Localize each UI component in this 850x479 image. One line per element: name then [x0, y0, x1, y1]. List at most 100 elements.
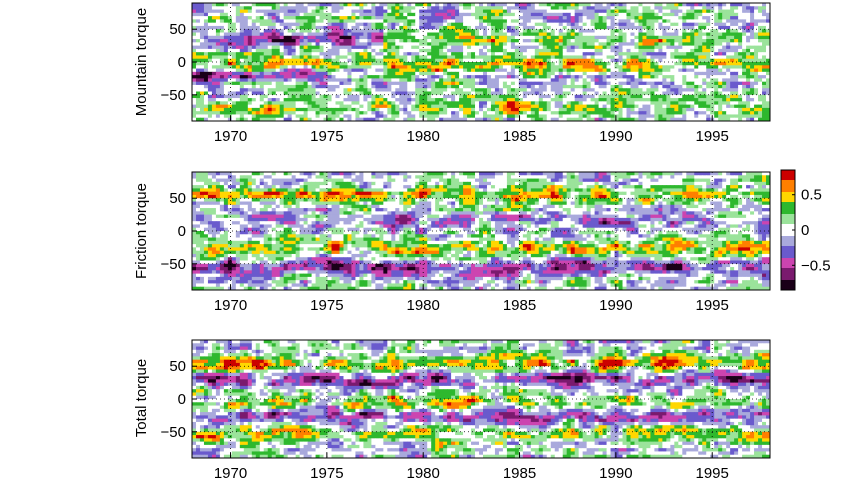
heatmap-cell: [714, 32, 719, 37]
heatmap-cell: [467, 58, 472, 63]
heatmap-cell: [427, 12, 432, 17]
heatmap-cell: [686, 71, 691, 76]
heatmap-cell: [351, 16, 356, 20]
heatmap-cell: [379, 91, 384, 96]
heatmap-cell: [231, 25, 237, 30]
heatmap-cell: [407, 78, 412, 83]
heatmap-cell: [271, 16, 277, 20]
heatmap-cell: [347, 71, 352, 76]
heatmap-cell: [311, 101, 316, 106]
heatmap-cell: [486, 29, 492, 33]
heatmap-cell: [538, 88, 544, 92]
heatmap-cell: [554, 6, 560, 10]
heatmap-cell: [494, 35, 500, 40]
heatmap-cell: [451, 62, 456, 66]
heatmap-cell: [439, 101, 444, 106]
heatmap-cell: [407, 39, 412, 43]
heatmap-cell: [195, 84, 201, 89]
heatmap-cell: [247, 91, 253, 96]
heatmap-cell: [578, 9, 584, 14]
heatmap-cell: [634, 55, 639, 60]
heatmap-cell: [562, 84, 568, 89]
heatmap-cell: [678, 9, 683, 14]
heatmap-cell: [227, 104, 233, 109]
heatmap-cell: [299, 65, 305, 69]
heatmap-cell: [367, 104, 372, 109]
heatmap-cell: [606, 81, 611, 86]
heatmap-cell: [694, 39, 699, 43]
heatmap-cell: [427, 22, 432, 27]
heatmap-cell: [231, 9, 237, 14]
heatmap-cell: [642, 22, 647, 27]
heatmap-cell: [686, 19, 691, 24]
heatmap-cell: [766, 104, 770, 109]
heatmap-cell: [323, 111, 328, 115]
heatmap-cell: [538, 71, 544, 76]
heatmap-cell: [706, 19, 711, 24]
heatmap-cell: [283, 6, 289, 10]
heatmap-cell: [407, 48, 412, 53]
heatmap-cell: [283, 9, 289, 14]
heatmap-cell: [670, 3, 675, 7]
heatmap-cell: [638, 22, 643, 27]
heatmap-cell: [443, 25, 448, 30]
heatmap-cell: [590, 71, 596, 76]
heatmap-cell: [419, 78, 424, 83]
heatmap-cell: [435, 75, 440, 79]
heatmap-cell: [702, 25, 707, 30]
heatmap-cell: [762, 75, 767, 79]
heatmap-cell: [650, 101, 655, 106]
heatmap-cell: [391, 91, 396, 96]
heatmap-cell: [331, 39, 336, 43]
heatmap-cell: [287, 39, 293, 43]
heatmap-cell: [327, 48, 332, 53]
heatmap-cell: [730, 111, 735, 115]
heatmap-cell: [710, 39, 715, 43]
heatmap-cell: [710, 107, 715, 112]
heatmap-cell: [766, 58, 770, 63]
heatmap-cell: [475, 78, 480, 83]
heatmap-cell: [586, 78, 592, 83]
heatmap-cell: [486, 25, 492, 30]
heatmap-cell: [447, 58, 452, 63]
heatmap-cell: [566, 65, 572, 69]
heatmap-cell: [742, 101, 747, 106]
heatmap-cell: [475, 9, 480, 14]
heatmap-cell: [259, 71, 265, 76]
heatmap-cell: [215, 48, 221, 53]
heatmap-cell: [227, 98, 233, 102]
heatmap-cell: [387, 71, 392, 76]
heatmap-cell: [630, 16, 635, 20]
heatmap-cell: [455, 68, 460, 73]
heatmap-cell: [451, 75, 456, 79]
heatmap-cell: [674, 88, 679, 92]
heatmap-cell: [694, 111, 699, 115]
heatmap-cell: [682, 111, 687, 115]
heatmap-cell: [510, 71, 516, 76]
heatmap-cell: [347, 98, 352, 102]
heatmap-cell: [315, 22, 320, 27]
heatmap-cell: [482, 68, 488, 73]
heatmap-cell: [614, 94, 619, 99]
heatmap-cell: [662, 58, 667, 63]
heatmap-cell: [626, 78, 631, 83]
heatmap-cell: [239, 107, 245, 112]
heatmap-cell: [658, 16, 663, 20]
heatmap-cell: [315, 111, 320, 115]
heatmap-cell: [319, 22, 324, 27]
heatmap-cell: [479, 39, 484, 43]
heatmap-cell: [506, 35, 512, 40]
heatmap-cell: [259, 16, 265, 20]
heatmap-cell: [742, 39, 747, 43]
heatmap-cell: [602, 65, 607, 69]
heatmap-cell: [259, 52, 265, 56]
heatmap-cell: [203, 71, 209, 76]
heatmap-cell: [291, 98, 297, 102]
heatmap-cell: [455, 78, 460, 83]
heatmap-cell: [219, 81, 225, 86]
heatmap-cell: [738, 19, 743, 24]
heatmap-cell: [467, 68, 472, 73]
heatmap-cell: [558, 75, 564, 79]
heatmap-cell: [690, 12, 695, 17]
heatmap-cell: [291, 48, 297, 53]
